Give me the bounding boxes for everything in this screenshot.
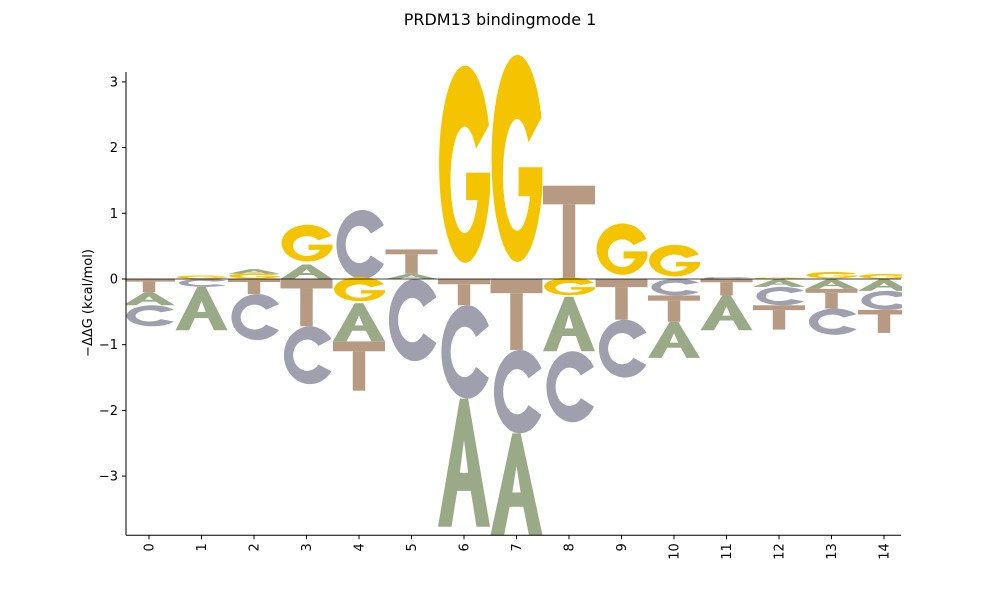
logo-letter-g-pos-4 [334,276,385,302]
logo-letter-a-pos-4 [333,303,385,342]
logo-letter-a-pos-3 [280,264,333,279]
logo-letter-t-pos-9 [595,279,648,320]
x-tick-label: 0 [143,543,158,551]
x-tick-label: 8 [563,543,578,551]
x-tick-label: 13 [825,543,840,560]
logo-letter-g-pos-1 [176,275,228,279]
logo-letter-c-pos-9 [598,319,647,378]
logo-letter-t-pos-4 [333,341,385,391]
logo-letter-c-pos-6 [441,305,489,399]
y-tick-label: 1 [110,207,118,222]
logo-letter-c-pos-7 [493,349,542,434]
x-tick-label: 4 [353,543,368,551]
logo-letter-c-pos-11 [703,277,752,279]
y-tick-label: 3 [110,75,118,90]
logo-letter-c-pos-5 [388,279,437,362]
logo-letter-c-pos-1 [178,279,227,287]
logo-letter-c-pos-14 [861,290,902,310]
logo-letter-a-pos-8 [543,296,595,352]
logo-letter-g-pos-6 [439,65,490,263]
logo-letter-a-pos-11 [700,295,753,331]
logo-letter-t-pos-7 [490,279,543,350]
logo-letter-c-pos-0 [126,305,174,327]
y-tick-label: 0 [110,273,118,288]
logo-letter-g-pos-12 [754,277,805,279]
x-tick-label: 2 [248,543,263,551]
logo-letter-a-pos-13 [805,279,858,289]
logo-letter-c-pos-12 [756,286,804,306]
logo-letter-g-pos-3 [281,224,333,262]
y-tick-label: −2 [99,404,118,419]
logo-letter-g-pos-10 [649,244,700,277]
logo-letter-c-pos-8 [546,351,594,423]
logo-letter-c-pos-2 [231,294,279,341]
logo-letter-a-pos-10 [648,321,700,358]
logo-letter-a-pos-2 [228,269,280,274]
y-tick-label: 2 [110,141,118,156]
x-tick-label: 12 [773,543,788,560]
logo-letter-t-pos-0 [126,279,175,293]
logo-letter-t-pos-8 [543,185,595,279]
x-tick-label: 3 [300,543,315,551]
logo-letter-a-pos-6 [438,398,490,527]
x-tick-label: 7 [510,543,525,551]
y-axis-label: −ΔΔG (kcal/mol) [81,249,96,357]
logo-letter-t-pos-3 [280,279,333,327]
x-tick-label: 1 [195,543,210,551]
y-tick-label: −3 [99,470,118,485]
logo-letter-g-pos-9 [596,223,648,275]
logo-letter-g-pos-2 [229,273,280,279]
logo-letter-a-pos-5 [385,273,438,279]
logo-letter-c-pos-13 [808,308,857,335]
logo-letter-t-pos-13 [805,288,858,309]
logo-letter-a-pos-12 [753,279,805,287]
x-tick-label: 9 [615,543,630,551]
logo-letter-t-pos-2 [228,279,280,295]
x-tick-label: 10 [668,543,683,560]
x-tick-label: 5 [405,543,420,551]
logo-letter-a-pos-14 [858,279,902,291]
logo-letter-c-pos-4 [336,210,384,279]
x-tick-label: 14 [878,543,893,560]
logo-letter-t-pos-11 [700,279,753,296]
x-tick-label: 11 [720,543,735,560]
logo-letter-a-pos-7 [490,433,543,536]
logo-letter-c-pos-3 [283,326,332,385]
logo-letter-g-pos-14 [859,274,902,279]
logo-letter-g-pos-13 [806,271,858,279]
logo-letter-t-pos-14 [858,309,902,333]
logo-letter-t-pos-5 [385,249,438,274]
y-tick-label: −1 [99,338,118,353]
logo-letter-a-pos-1 [175,286,228,331]
chart-title: PRDM13 bindingmode 1 [403,10,597,29]
logo-letter-t-pos-10 [648,295,700,322]
logo-letter-a-pos-0 [126,292,175,306]
x-tick-label: 6 [458,543,473,551]
logo-letter-t-pos-12 [753,305,805,330]
logo-letter-t-pos-6 [438,279,490,306]
logo-letter-g-pos-7 [491,54,543,262]
logo-letter-c-pos-10 [651,279,699,296]
logo-letter-g-pos-8 [544,277,595,296]
